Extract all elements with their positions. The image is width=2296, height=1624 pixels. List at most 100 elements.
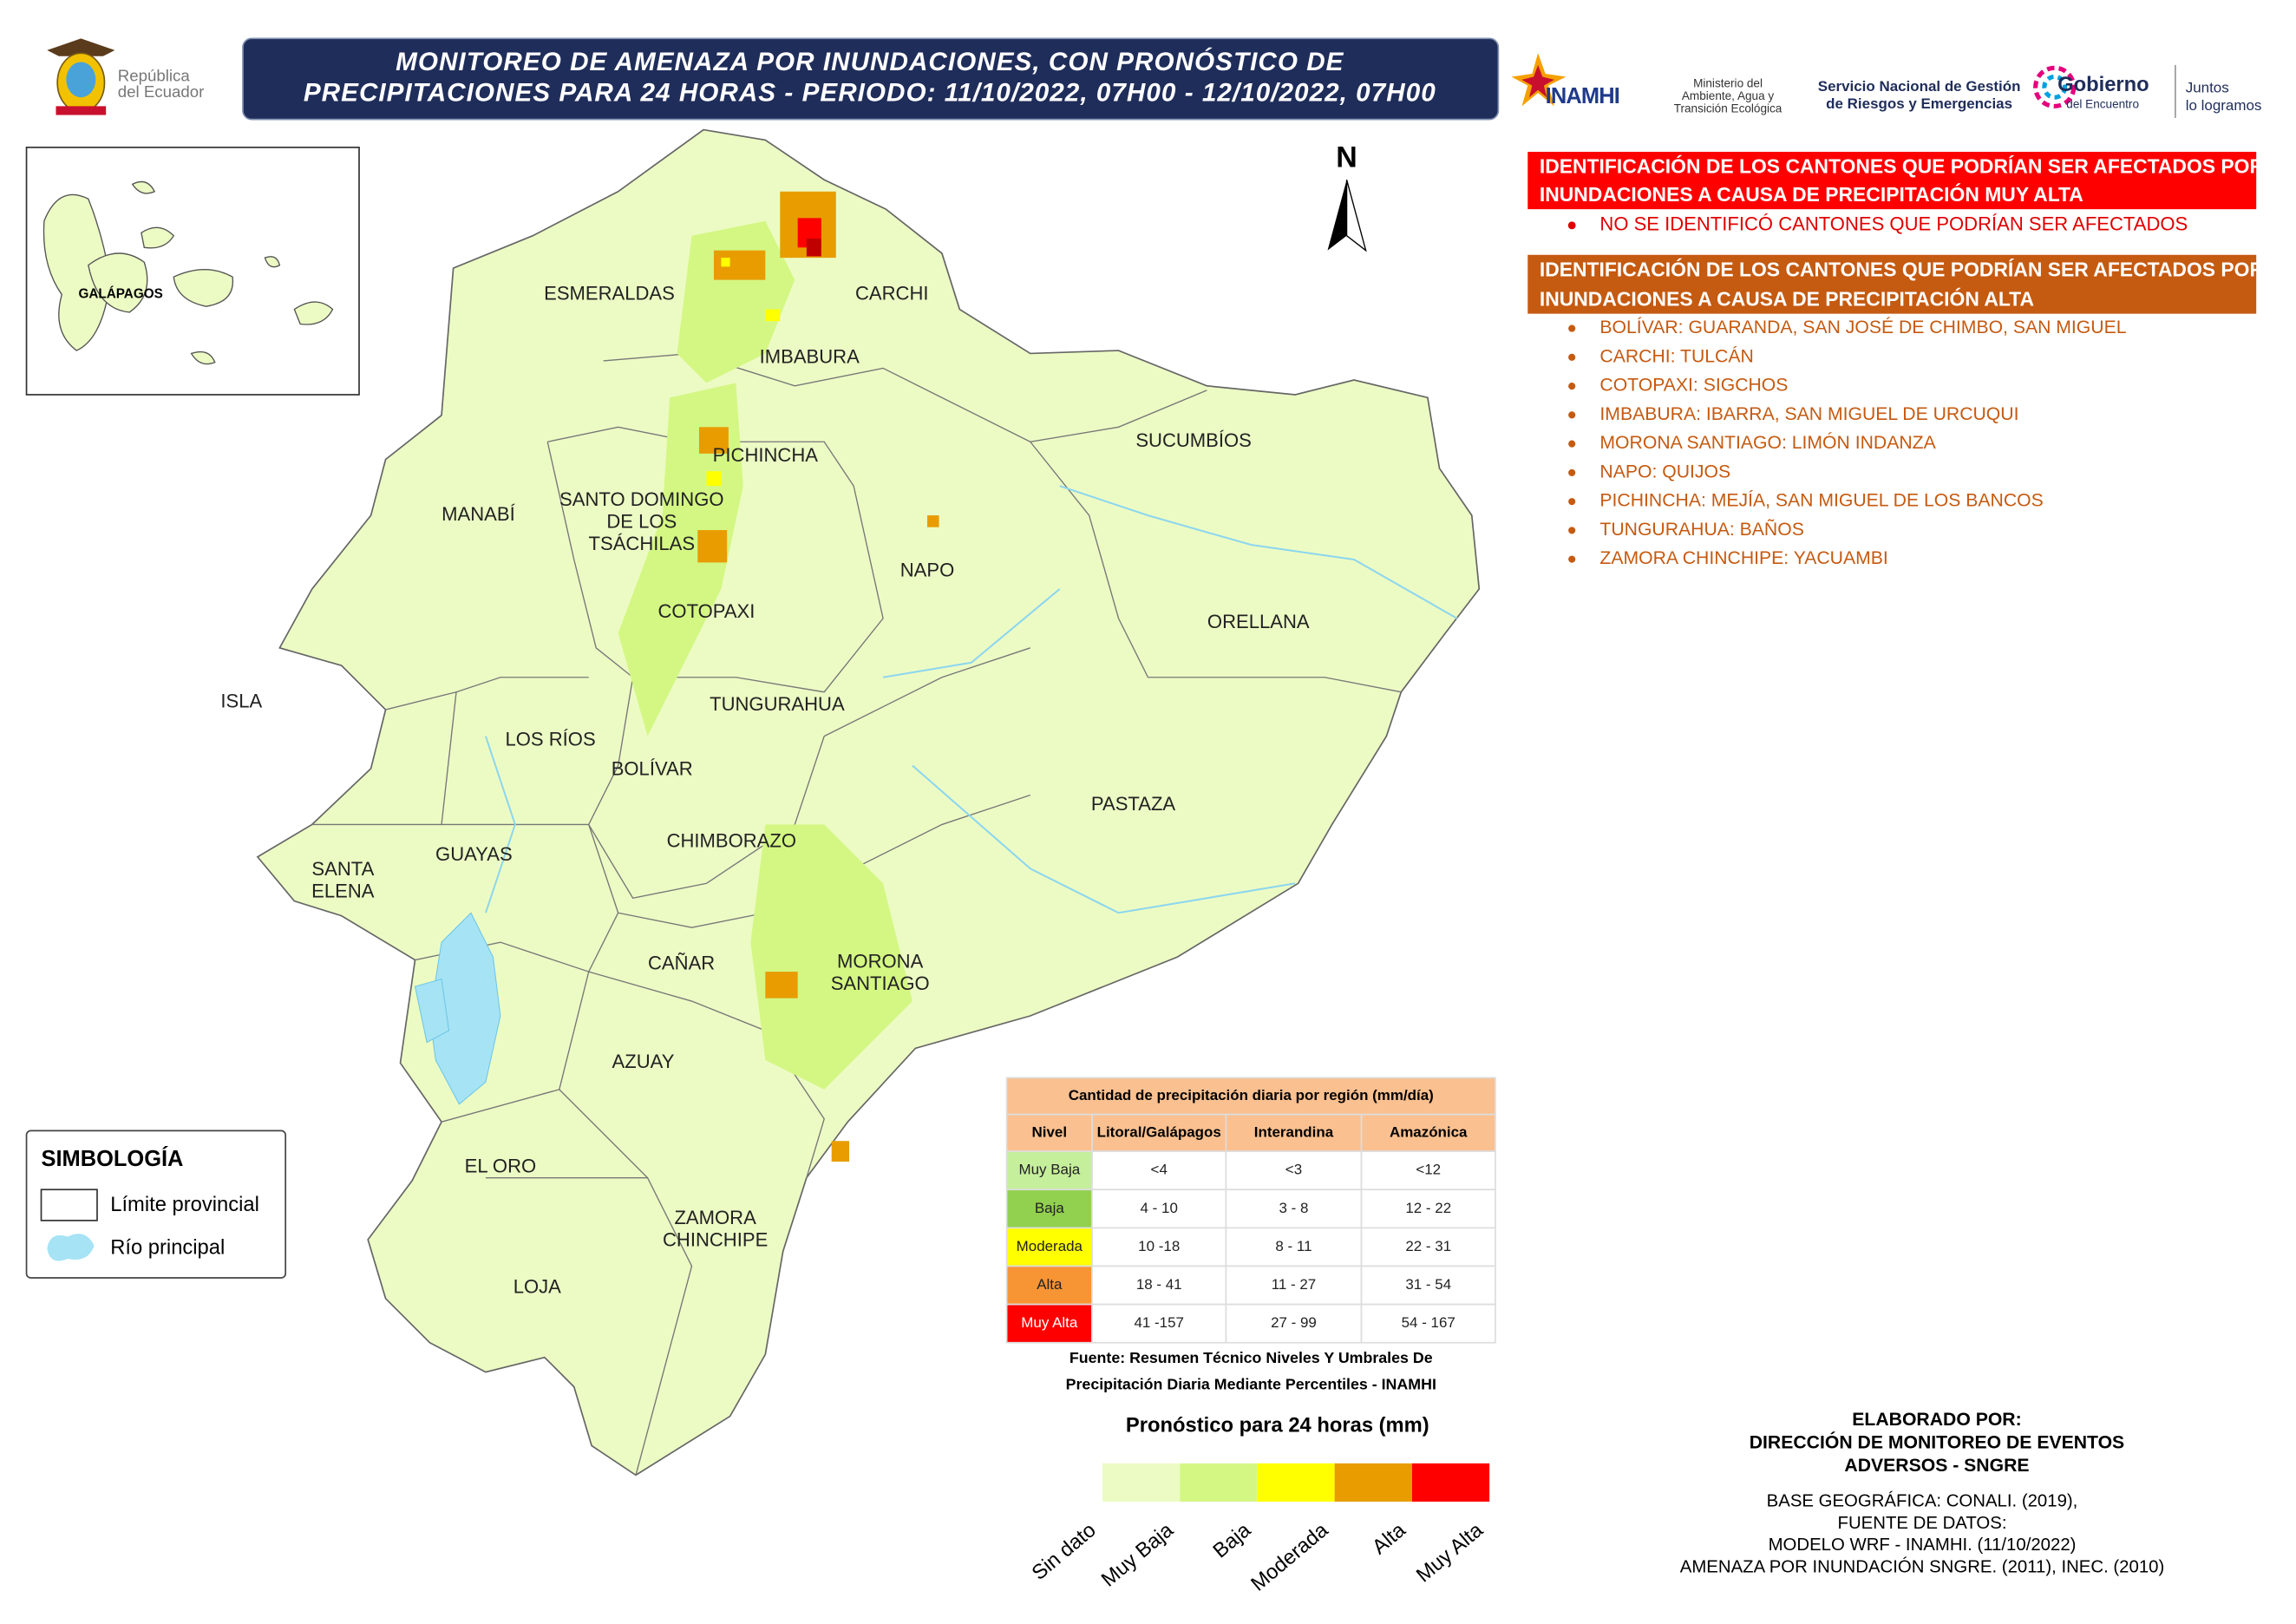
- table-cell: [1091, 1265, 1227, 1306]
- province-label: LOS RÍOS: [506, 729, 596, 750]
- table-cell-text: 22 - 31: [1405, 1238, 1451, 1254]
- table-source: Precipitación Diaria Mediante Percentile…: [1066, 1376, 1436, 1393]
- table-cell-text: Muy Alta: [1021, 1314, 1078, 1331]
- province-label: MANABÍ: [442, 503, 515, 525]
- table-title-cell: [1005, 1077, 1496, 1116]
- table-cell-text: 10 -18: [1138, 1238, 1180, 1254]
- high-item: NAPO: QUIJOS: [1599, 462, 1730, 481]
- province-label: COTOPAXI: [658, 600, 756, 622]
- table-cell: [1005, 1150, 1093, 1191]
- province-label: TSÁCHILAS: [589, 533, 696, 554]
- table-cell-text: 4 - 10: [1141, 1200, 1178, 1216]
- inamhi-text: INAMHI: [1546, 84, 1619, 108]
- legend-swatch: [1257, 1463, 1335, 1502]
- table-cell-text: 11 - 27: [1272, 1276, 1317, 1293]
- province-limit-symbol: [40, 1189, 98, 1221]
- table-cell-text: Muy Baja: [1018, 1162, 1080, 1178]
- sngre-text: de Riesgos y Emergencias: [1826, 95, 2012, 112]
- north-arrow-half: [1345, 180, 1367, 252]
- table-cell-text: 41 -157: [1134, 1314, 1183, 1331]
- province-label: PASTAZA: [1091, 793, 1175, 815]
- high-item: IMBABURA: IBARRA, SAN MIGUEL DE URCUQUI: [1599, 404, 2018, 424]
- province-label: LOJA: [513, 1276, 561, 1298]
- inset-label: GALÁPAGOS: [79, 287, 163, 302]
- header-title: MONITOREO DE AMENAZA POR INUNDACIONES, C…: [396, 47, 1344, 76]
- bullet: [1568, 527, 1576, 534]
- symbology-item: Río principal: [110, 1235, 225, 1259]
- gobierno-logo: [2033, 65, 2077, 108]
- high-item: BOLÍVAR: GUARANDA, SAN JOSÉ DE CHIMBO, S…: [1599, 316, 2126, 337]
- river-symbol: [47, 1234, 95, 1261]
- table-cell-text: <4: [1151, 1162, 1168, 1178]
- table-header: Interandina: [1254, 1123, 1334, 1140]
- high-item: COTOPAXI: SIGCHOS: [1599, 376, 1788, 396]
- province-label: ORELLANA: [1207, 611, 1310, 632]
- ministry-text: Ambiente, Agua y: [1682, 89, 1775, 102]
- province-label: AZUAY: [612, 1051, 675, 1072]
- table-header: Amazónica: [1390, 1123, 1468, 1140]
- table-cell: [1091, 1303, 1227, 1344]
- credit-line: DIRECCIÓN DE MONITOREO DE EVENTOS: [1750, 1431, 2124, 1453]
- table-cell-text: 12 - 22: [1405, 1200, 1451, 1216]
- table-cell-text: Alta: [1037, 1276, 1063, 1293]
- province-label: SANTO DOMINGO: [559, 488, 723, 510]
- province-label: CHINCHIPE: [663, 1228, 768, 1250]
- high-item: MORONA SANTIAGO: LIMÓN INDANZA: [1599, 431, 1936, 453]
- province-label: EL ORO: [465, 1156, 537, 1177]
- very-high-heading: INUNDACIONES A CAUSA DE PRECIPITACIÓN MU…: [1540, 183, 2083, 206]
- table-header-cell: [1360, 1113, 1496, 1152]
- sngre-text: Servicio Nacional de Gestión: [1818, 78, 2021, 95]
- symbology-title: SIMBOLOGÍA: [42, 1146, 184, 1171]
- province-label: ZAMORA: [674, 1207, 756, 1228]
- inamhi-logo: [1511, 53, 1567, 107]
- table-cell: [1225, 1303, 1363, 1344]
- province-label: PICHINCHA: [713, 444, 819, 466]
- ministry-text: Ministerio del: [1693, 77, 1763, 90]
- legend-swatch: [1411, 1463, 1490, 1502]
- bullet: [1567, 221, 1576, 230]
- province-label: GUAYAS: [435, 843, 513, 865]
- table-cell-text: Baja: [1035, 1200, 1065, 1216]
- table-cell: [1005, 1265, 1093, 1306]
- very-high-panel: [1527, 151, 2257, 210]
- very-high-heading: IDENTIFICACIÓN DE LOS CANTONES QUE PODRÍ…: [1540, 155, 2265, 178]
- bullet: [1568, 555, 1576, 563]
- table-cell-text: 54 - 167: [1402, 1314, 1455, 1331]
- gobierno-text: Gobierno: [2057, 73, 2149, 96]
- table-cell: [1360, 1189, 1496, 1229]
- table-cell: [1360, 1150, 1496, 1191]
- high-heading: INUNDACIONES A CAUSA DE PRECIPITACIÓN AL…: [1540, 287, 2034, 310]
- credit-line: ADVERSOS - SNGRE: [1844, 1456, 2029, 1476]
- juntos-text: Juntos: [2186, 80, 2229, 96]
- rivers: [414, 912, 501, 1105]
- province-label: SANTA: [311, 858, 374, 880]
- legend-swatch: [1334, 1463, 1412, 1502]
- table-source: Fuente: Resumen Técnico Niveles Y Umbral…: [1070, 1349, 1433, 1366]
- legend-swatch: [1102, 1463, 1181, 1502]
- table-cell: [1360, 1303, 1496, 1344]
- bullet: [1568, 440, 1576, 448]
- province-label: ISLA: [220, 690, 262, 711]
- header-title: PRECIPITACIONES PARA 24 HORAS - PERIODO:…: [304, 79, 1436, 108]
- symbology-item: Límite provincial: [110, 1193, 259, 1216]
- republic-text: del Ecuador: [118, 82, 205, 101]
- table-cell: [1360, 1227, 1496, 1267]
- coat-of-arms: [47, 38, 115, 115]
- credit-source: AMENAZA POR INUNDACIÓN SNGRE. (2011), IN…: [1680, 1557, 2165, 1577]
- bullet: [1568, 411, 1576, 419]
- credit-source: BASE GEOGRÁFICA: CONALI. (2019),: [1767, 1490, 2078, 1510]
- table-header-cell: [1225, 1113, 1363, 1152]
- province-label: MORONA: [837, 951, 924, 972]
- river-lines: [484, 485, 1458, 914]
- header-box: [242, 37, 1500, 121]
- table-title: Cantidad de precipitación diaria por reg…: [1069, 1087, 1434, 1103]
- table-cell-text: 18 - 41: [1136, 1276, 1182, 1293]
- ministry-text: Transición Ecológica: [1674, 102, 1783, 115]
- high-item: TUNGURAHUA: BAÑOS: [1599, 518, 1803, 540]
- ecuador-mainland: [256, 128, 1481, 1477]
- table-cell-text: Moderada: [1017, 1238, 1083, 1254]
- table-cell-text: 8 - 11: [1275, 1238, 1312, 1254]
- table-cell-text: 3 - 8: [1279, 1200, 1309, 1216]
